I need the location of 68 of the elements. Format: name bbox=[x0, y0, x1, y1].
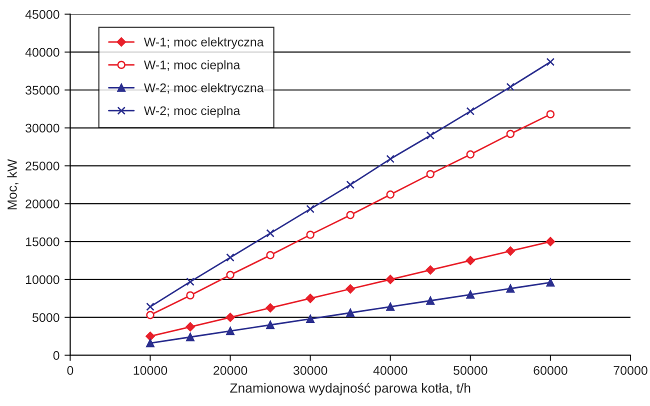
point bbox=[346, 284, 355, 294]
point bbox=[386, 274, 395, 284]
x-tick-label: 20000 bbox=[214, 366, 248, 375]
point bbox=[226, 326, 234, 336]
point bbox=[386, 302, 395, 311]
point bbox=[426, 170, 435, 178]
legend-label: W-2; moc elektryczna bbox=[144, 83, 264, 95]
y-tick-label: 15000 bbox=[26, 237, 60, 246]
legend-label: W-2; moc cieplna bbox=[144, 106, 240, 118]
point bbox=[306, 230, 314, 239]
point bbox=[546, 110, 555, 118]
point bbox=[186, 291, 194, 300]
point bbox=[266, 320, 274, 330]
point bbox=[546, 58, 555, 66]
point bbox=[466, 107, 475, 116]
x-tick-label: 30000 bbox=[293, 366, 328, 375]
y-tick-label: 20000 bbox=[26, 199, 60, 208]
point bbox=[386, 154, 395, 164]
y-tick-label: 5000 bbox=[32, 313, 60, 322]
x-tick-label: 10000 bbox=[134, 366, 168, 375]
point bbox=[506, 284, 515, 293]
legend-label: W-1; moc cieplna bbox=[144, 60, 240, 72]
x-tick-label: 70000 bbox=[614, 366, 648, 375]
point bbox=[146, 310, 154, 320]
point bbox=[466, 256, 476, 266]
y-axis-title: Moc, kW bbox=[7, 159, 18, 210]
point bbox=[426, 265, 436, 275]
y-tick-label: 10000 bbox=[26, 275, 60, 284]
point bbox=[306, 294, 315, 304]
legend-label: W-1; moc elektryczna bbox=[144, 37, 264, 49]
point bbox=[546, 236, 556, 246]
point bbox=[306, 204, 314, 214]
x-axis-title: Znamionowa wydajność parowa kotła, t/h bbox=[230, 382, 470, 396]
point bbox=[226, 253, 234, 262]
x-tick-label: 0 bbox=[67, 366, 74, 375]
x-tick-label: 50000 bbox=[454, 366, 488, 375]
y-tick-label: 0 bbox=[53, 351, 60, 360]
point bbox=[506, 82, 515, 92]
x-tick-label: 60000 bbox=[534, 366, 568, 375]
point bbox=[146, 302, 154, 311]
point bbox=[146, 332, 155, 341]
y-tick-label: 25000 bbox=[26, 162, 60, 170]
point bbox=[466, 290, 475, 299]
point bbox=[226, 270, 234, 280]
point bbox=[346, 308, 355, 317]
y-tick-label: 40000 bbox=[25, 48, 60, 57]
point bbox=[466, 150, 475, 159]
point bbox=[346, 180, 355, 189]
point bbox=[186, 278, 194, 286]
point bbox=[226, 312, 235, 322]
y-tick-label: 30000 bbox=[26, 124, 60, 133]
point bbox=[426, 131, 435, 140]
y-tick-label: 35000 bbox=[26, 86, 60, 95]
point bbox=[546, 278, 555, 287]
point bbox=[506, 246, 516, 256]
point bbox=[426, 296, 435, 305]
point bbox=[346, 210, 355, 220]
point bbox=[186, 322, 195, 332]
point bbox=[266, 303, 275, 313]
y-tick-label: 45000 bbox=[25, 10, 60, 19]
point bbox=[386, 190, 395, 199]
point bbox=[506, 130, 515, 138]
x-tick-label: 40000 bbox=[373, 366, 408, 375]
point bbox=[306, 314, 314, 324]
point bbox=[146, 338, 154, 348]
point bbox=[266, 251, 274, 260]
point bbox=[186, 332, 194, 342]
point bbox=[266, 229, 274, 238]
